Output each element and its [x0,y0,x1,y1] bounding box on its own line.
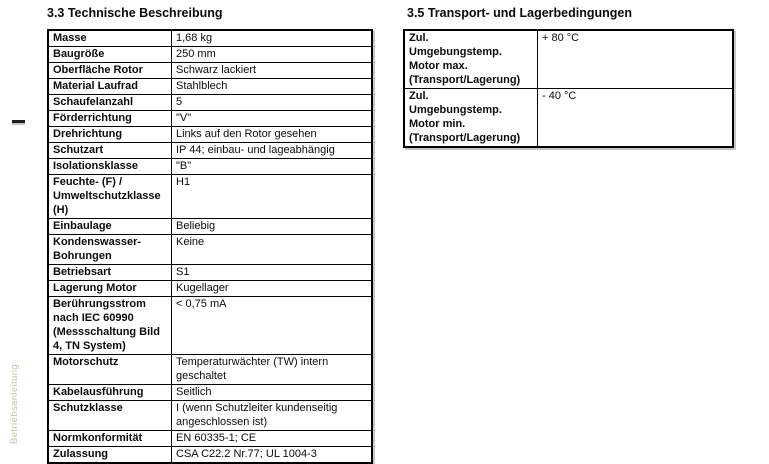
row-label: Masse [47,29,172,47]
table-row: Zulassung CSA C22.2 Nr.77; UL 1004-3 [47,446,373,464]
row-label: Baugröße [47,46,172,63]
transport-storage-table-body: Zul. Umgebungstemp. Motor max. (Transpor… [403,29,734,148]
row-value: Schwarz lackiert [171,62,373,79]
row-value: + 80 °C [537,29,734,89]
section-title-technische-beschreibung: 3.3 Technische Beschreibung [47,6,223,20]
row-label: Schaufelanzahl [47,94,172,111]
row-label: Drehrichtung [47,126,172,143]
table-row: Isolationsklasse "B" [47,158,373,175]
table-row: Feuchte- (F) / Umweltschutzklasse (H) H1 [47,174,373,219]
row-value: Beliebig [171,218,373,235]
vertical-watermark-label: Betriebsanleitung [9,363,20,444]
table-row: Normkonformität EN 60335-1; CE [47,430,373,447]
table-row: Zul. Umgebungstemp. Motor min. (Transpor… [403,88,734,148]
fold-mark [12,120,25,123]
row-label: Material Laufrad [47,78,172,95]
row-label: Zul. Umgebungstemp. Motor min. (Transpor… [403,88,538,148]
row-value: < 0,75 mA [171,296,373,355]
row-value: Kugellager [171,280,373,297]
row-label: Motorschutz [47,354,172,385]
transport-storage-table: Zul. Umgebungstemp. Motor max. (Transpor… [403,29,734,148]
table-row: Masse 1,68 kg [47,29,373,47]
row-label: Kabelausführung [47,384,172,401]
table-row: Oberfläche Rotor Schwarz lackiert [47,62,373,79]
row-value: Links auf den Rotor gesehen [171,126,373,143]
row-value: I (wenn Schutzleiter kundenseitig angesc… [171,400,373,431]
technical-description-table-body: Masse 1,68 kg Baugröße 250 mm Oberfläche Rot… [47,29,373,464]
row-value: 5 [171,94,373,111]
row-value: Keine [171,234,373,265]
row-value: Seitlich [171,384,373,401]
table-row: Baugröße 250 mm [47,46,373,63]
table-row: Lagerung Motor Kugellager [47,280,373,297]
table-row: Schutzklasse I (wenn Schutzleiter kundens… [47,400,373,431]
table-row: Schutzart IP 44; einbau- und lageabhängig [47,142,373,159]
table-row: Zul. Umgebungstemp. Motor max. (Transpor… [403,29,734,89]
row-label: Kondenswasser- Bohrungen [47,234,172,265]
row-label: Förderrichtung [47,110,172,127]
row-value: - 40 °C [537,88,734,148]
section-title-transport-lagerbedingungen: 3.5 Transport- und Lagerbedingungen [407,6,633,20]
row-label: Schutzart [47,142,172,159]
table-row: Berührungsstrom nach IEC 60990 (Messscha… [47,296,373,355]
table-row: Kondenswasser- Bohrungen Keine [47,234,373,265]
table-row: Material Laufrad Stahlblech [47,78,373,95]
table-row: Schaufelanzahl 5 [47,94,373,111]
row-value: IP 44; einbau- und lageabhängig [171,142,373,159]
row-value: CSA C22.2 Nr.77; UL 1004-3 [171,446,373,464]
table-row: Kabelausführung Seitlich [47,384,373,401]
row-label: Einbaulage [47,218,172,235]
table-row: Einbaulage Beliebig [47,218,373,235]
row-label: Zul. Umgebungstemp. Motor max. (Transpor… [403,29,538,89]
table-row: Motorschutz Temperaturwächter (TW) intern… [47,354,373,385]
row-label: Feuchte- (F) / Umweltschutzklasse (H) [47,174,172,219]
table-row: Förderrichtung "V" [47,110,373,127]
row-value: S1 [171,264,373,281]
table-row: Drehrichtung Links auf den Rotor gesehen [47,126,373,143]
technical-description-table: Masse 1,68 kg Baugröße 250 mm Oberfläche Rot… [47,29,373,464]
row-label: Schutzklasse [47,400,172,431]
table-row: Betriebsart S1 [47,264,373,281]
row-value: 250 mm [171,46,373,63]
row-value: "V" [171,110,373,127]
row-value: Stahlblech [171,78,373,95]
row-label: Lagerung Motor [47,280,172,297]
row-value: H1 [171,174,373,219]
row-value: EN 60335-1; CE [171,430,373,447]
row-label: Zulassung [47,446,172,464]
row-label: Normkonformität [47,430,172,447]
row-label: Isolationsklasse [47,158,172,175]
row-label: Oberfläche Rotor [47,62,172,79]
manual-page: { "colors": { "table_border": "#000000",… [9,6,734,464]
row-label: Berührungsstrom nach IEC 60990 (Messscha… [47,296,172,355]
row-value: 1,68 kg [171,29,373,47]
row-label: Betriebsart [47,264,172,281]
row-value: "B" [171,158,373,175]
row-value: Temperaturwächter (TW) intern geschaltet [171,354,373,385]
